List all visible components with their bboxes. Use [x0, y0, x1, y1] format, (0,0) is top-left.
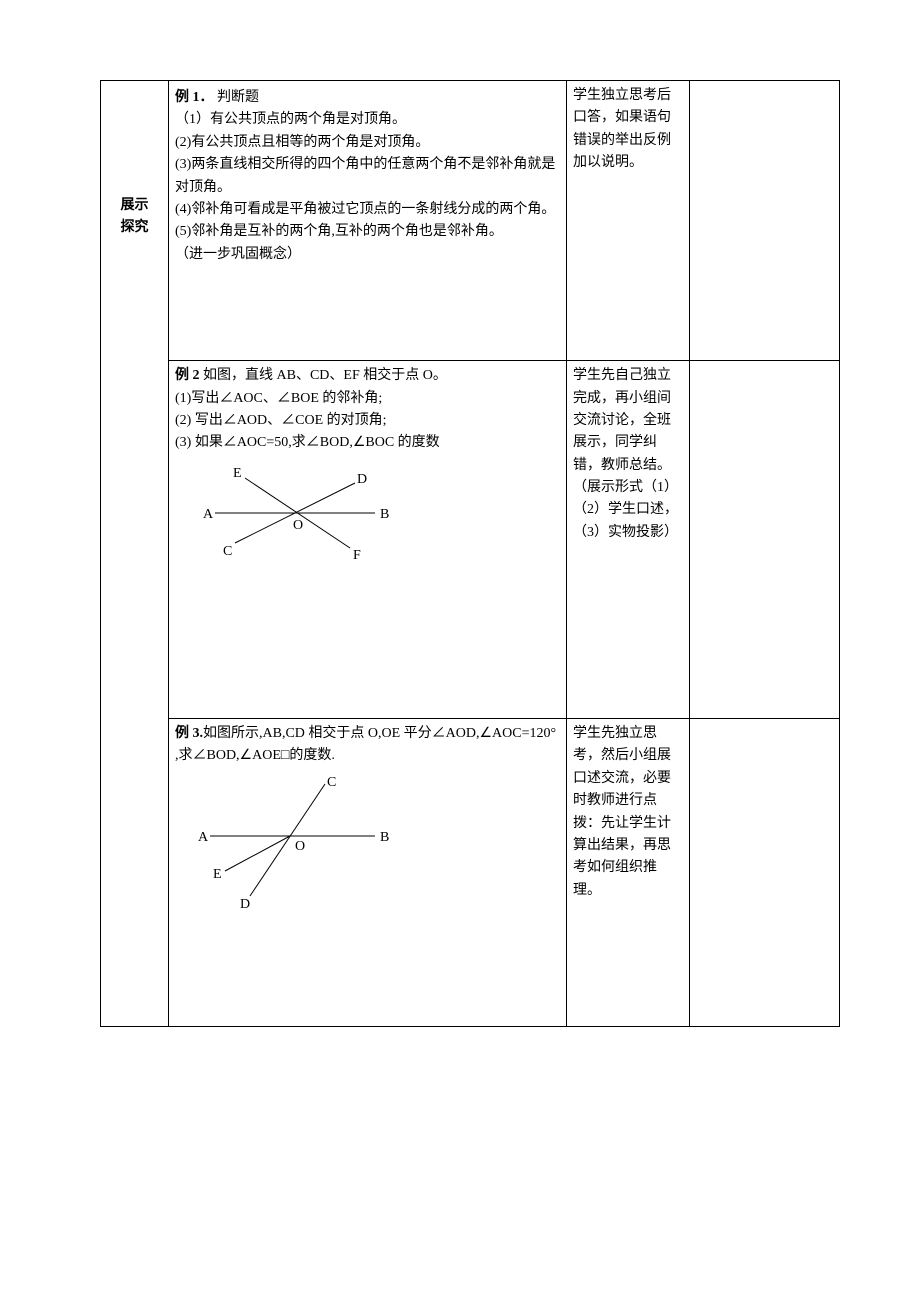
ex3-label-e: E — [213, 867, 222, 882]
ex2-item-1: (1)写出∠AOC、∠BOE 的邻补角; — [175, 388, 560, 410]
ex1-guide-text: 学生独立思考后口答，如果语句错误的举出反例加以说明。 — [573, 85, 683, 175]
ex3-body: 例 3.如图所示,AB,CD 相交于点 O,OE 平分∠AOD,∠AOC=120… — [175, 723, 560, 768]
ex1-empty-cell — [690, 81, 840, 361]
ex3-svg: A B C D E O — [195, 776, 405, 916]
ex3-labels: A B C D E O — [198, 776, 389, 912]
ex1-item-2: (2)有公共顶点且相等的两个角是对顶角。 — [175, 132, 560, 154]
ex3-intro: 如图所示,AB,CD 相交于点 O,OE 平分∠AOD,∠AOC=120° ,求… — [175, 726, 556, 763]
ex1-note: （进一步巩固概念） — [175, 244, 560, 266]
ex3-guide-cell: 学生先独立思考，然后小组展口述交流，必要时教师进行点拨：先让学生计算出结果，再思… — [567, 719, 690, 1027]
section-label: 展示 探究 — [107, 195, 162, 240]
ex2-lines — [215, 478, 375, 548]
ex3-label-a: A — [198, 830, 209, 845]
ex1-item-3: (3)两条直线相交所得的四个角中的任意两个角不是邻补角就是对顶角。 — [175, 154, 560, 199]
ex2-label-e: E — [233, 466, 242, 481]
ex2-empty-cell — [690, 361, 840, 719]
ex1-item-4: (4)邻补角可看成是平角被过它顶点的一条射线分成的两个角。 — [175, 199, 560, 221]
ex1-title: 例 1． — [175, 90, 214, 105]
ex2-diagram: A B C D E F O — [195, 463, 560, 576]
ex3-empty-cell — [690, 719, 840, 1027]
ex1-content-cell: 例 1． 判断题 （1）有公共顶点的两个角是对顶角。 (2)有公共顶点且相等的两… — [169, 81, 567, 361]
ex3-lines — [210, 784, 375, 896]
ex3-diagram: A B C D E O — [195, 776, 560, 924]
ex2-title: 例 2 — [175, 368, 203, 383]
ex2-label-b: B — [380, 507, 389, 522]
ex2-guide-text: 学生先自己独立完成，再小组间交流讨论，全班展示，同学纠错，教师总结。（展示形式（… — [573, 365, 683, 544]
ex3-line-oe — [225, 836, 290, 871]
ex3-label-c: C — [327, 776, 336, 790]
ex3-guide-text: 学生先独立思考，然后小组展口述交流，必要时教师进行点拨：先让学生计算出结果，再思… — [573, 723, 683, 902]
section-label-cell: 展示 探究 — [101, 81, 169, 1027]
ex2-item-3: (3) 如果∠AOC=50,求∠BOD,∠BOC 的度数 — [175, 432, 560, 454]
ex2-item-2: (2) 写出∠AOD、∠COE 的对顶角; — [175, 410, 560, 432]
ex2-label-o: O — [293, 518, 303, 533]
ex3-line-cd — [250, 784, 325, 896]
ex2-label-c: C — [223, 544, 232, 559]
ex1-item-5: (5)邻补角是互补的两个角,互补的两个角也是邻补角。 — [175, 221, 560, 243]
ex2-body: 例 2 如图，直线 AB、CD、EF 相交于点 O。 (1)写出∠AOC、∠BO… — [175, 365, 560, 455]
section-label-line1: 展示 — [107, 195, 162, 217]
lesson-table: 展示 探究 例 1． 判断题 （1）有公共顶点的两个角是对顶角。 (2)有公共顶… — [100, 80, 840, 1027]
ex2-guide-cell: 学生先自己独立完成，再小组间交流讨论，全班展示，同学纠错，教师总结。（展示形式（… — [567, 361, 690, 719]
ex1-item-1: （1）有公共顶点的两个角是对顶角。 — [175, 109, 560, 131]
ex3-content-cell: 例 3.如图所示,AB,CD 相交于点 O,OE 平分∠AOD,∠AOC=120… — [169, 719, 567, 1027]
ex2-labels: A B C D E F O — [203, 466, 389, 563]
ex2-label-f: F — [353, 548, 361, 563]
ex1-body: 例 1． 判断题 （1）有公共顶点的两个角是对顶角。 (2)有公共顶点且相等的两… — [175, 87, 560, 266]
ex3-label-d: D — [240, 897, 250, 912]
ex2-intro: 如图，直线 AB、CD、EF 相交于点 O。 — [203, 368, 447, 383]
ex1-guide-cell: 学生独立思考后口答，如果语句错误的举出反例加以说明。 — [567, 81, 690, 361]
ex2-label-d: D — [357, 472, 367, 487]
ex3-label-o: O — [295, 839, 305, 854]
section-label-line2: 探究 — [107, 217, 162, 239]
ex3-label-b: B — [380, 830, 389, 845]
ex2-content-cell: 例 2 如图，直线 AB、CD、EF 相交于点 O。 (1)写出∠AOC、∠BO… — [169, 361, 567, 719]
ex2-svg: A B C D E F O — [195, 463, 405, 568]
ex2-label-a: A — [203, 507, 214, 522]
ex1-heading: 判断题 — [217, 90, 259, 105]
ex3-title: 例 3. — [175, 726, 203, 741]
